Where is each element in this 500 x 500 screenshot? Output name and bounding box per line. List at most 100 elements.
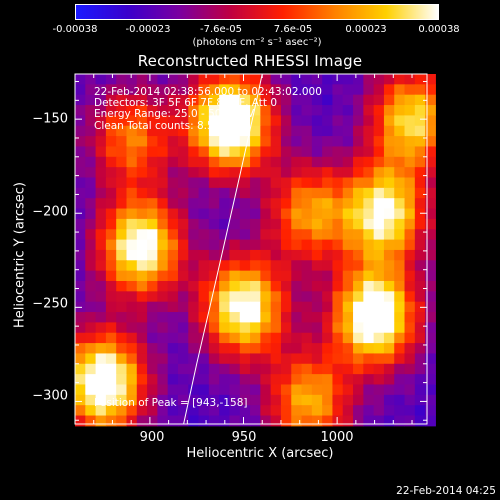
heatmap-cell xyxy=(167,156,179,168)
heatmap-cell xyxy=(136,353,148,365)
heatmap-cell xyxy=(332,198,344,210)
heatmap-cell xyxy=(229,84,241,96)
heatmap-cell xyxy=(342,74,354,85)
heatmap-cell xyxy=(311,167,323,178)
heatmap-cell xyxy=(85,322,97,334)
heatmap-cell xyxy=(301,94,313,106)
heatmap-cell xyxy=(311,312,323,323)
heatmap-cell xyxy=(188,291,200,303)
heatmap-cell xyxy=(414,332,426,344)
heatmap-cell xyxy=(291,332,303,344)
heatmap-cell xyxy=(147,394,158,406)
heatmap-cell xyxy=(404,343,416,354)
heatmap-cell xyxy=(177,343,189,354)
heatmap-cell xyxy=(322,343,333,354)
heatmap-cell xyxy=(383,105,395,116)
heatmap-cell xyxy=(239,394,251,406)
heatmap-cell xyxy=(95,74,107,85)
heatmap-cell xyxy=(198,208,210,220)
heatmap-cell xyxy=(373,156,385,168)
heatmap-cell xyxy=(250,115,261,127)
heatmap-cell xyxy=(105,177,117,189)
heatmap-cell xyxy=(85,177,97,189)
heatmap-cell xyxy=(342,353,354,365)
heatmap-cell xyxy=(280,394,292,406)
heatmap-cell xyxy=(291,198,303,210)
heatmap-cell xyxy=(239,239,251,251)
heatmap-cell xyxy=(198,260,210,272)
heatmap-cell xyxy=(208,374,220,385)
heatmap-cell xyxy=(208,84,220,96)
heatmap-cell xyxy=(250,332,261,344)
heatmap-cell xyxy=(85,84,97,96)
heatmap-cell xyxy=(311,260,323,272)
heatmap-cell xyxy=(394,312,406,323)
heatmap-cell xyxy=(126,115,138,127)
heatmap-cell xyxy=(198,280,210,292)
heatmap-cell xyxy=(414,167,426,178)
heatmap-cell xyxy=(291,312,303,323)
heatmap-cell xyxy=(85,353,97,365)
heatmap-cell xyxy=(322,270,333,282)
heatmap-cell xyxy=(167,343,179,354)
heatmap-cell xyxy=(270,384,282,396)
heatmap-cell xyxy=(136,384,148,396)
heatmap-cell xyxy=(270,84,282,96)
heatmap-cell xyxy=(157,239,169,251)
heatmap-cell xyxy=(116,187,127,199)
heatmap-cell xyxy=(373,229,385,241)
heatmap-cell xyxy=(75,218,86,230)
heatmap-cell xyxy=(425,146,436,158)
heatmap-cell xyxy=(363,384,375,396)
heatmap-cell xyxy=(116,177,127,189)
heatmap-cell xyxy=(342,105,354,116)
heatmap-cell xyxy=(342,280,354,292)
heatmap-cell xyxy=(394,374,406,385)
heatmap-cell xyxy=(95,301,107,313)
heatmap-cell xyxy=(126,405,138,417)
heatmap-cell xyxy=(270,105,282,116)
heatmap-cell xyxy=(177,177,189,189)
colorbar xyxy=(75,4,439,20)
plot-frame xyxy=(74,73,428,425)
heatmap-cell xyxy=(85,125,97,137)
heatmap-cell xyxy=(198,94,210,106)
heatmap-cell xyxy=(177,353,189,365)
heatmap-cell xyxy=(167,198,179,210)
heatmap-cell xyxy=(270,322,282,334)
heatmap-cell xyxy=(229,301,241,313)
heatmap-cell xyxy=(291,322,303,334)
heatmap-cell xyxy=(311,363,323,375)
heatmap-cell xyxy=(136,156,148,168)
heatmap-cell xyxy=(147,343,158,354)
heatmap-cell xyxy=(95,394,107,406)
heatmap-cell xyxy=(260,239,272,251)
heatmap-cell xyxy=(85,208,97,220)
heatmap-cell xyxy=(414,280,426,292)
heatmap-cell xyxy=(322,260,333,272)
heatmap-cell xyxy=(250,187,261,199)
heatmap-cell xyxy=(239,156,251,168)
heatmap-cell xyxy=(208,301,220,313)
heatmap-cell xyxy=(105,208,117,220)
heatmap-cell xyxy=(116,405,127,417)
heatmap-cell xyxy=(332,94,344,106)
heatmap-cell xyxy=(116,125,127,137)
heatmap-cell xyxy=(270,374,282,385)
heatmap-cell xyxy=(342,260,354,272)
heatmap-cell xyxy=(353,260,364,272)
colorbar-tick: 7.6e-05 xyxy=(273,24,313,35)
heatmap-cell xyxy=(260,94,272,106)
heatmap-cell xyxy=(219,312,230,323)
heatmap-cell xyxy=(404,167,416,178)
heatmap-cell xyxy=(280,384,292,396)
heatmap-cell xyxy=(260,353,272,365)
heatmap-cell xyxy=(373,384,385,396)
heatmap-cell xyxy=(260,301,272,313)
heatmap-cell xyxy=(116,74,127,85)
heatmap-cell xyxy=(95,415,107,427)
heatmap-cell xyxy=(126,208,138,220)
heatmap-cell xyxy=(291,229,303,241)
heatmap-cell xyxy=(270,198,282,210)
